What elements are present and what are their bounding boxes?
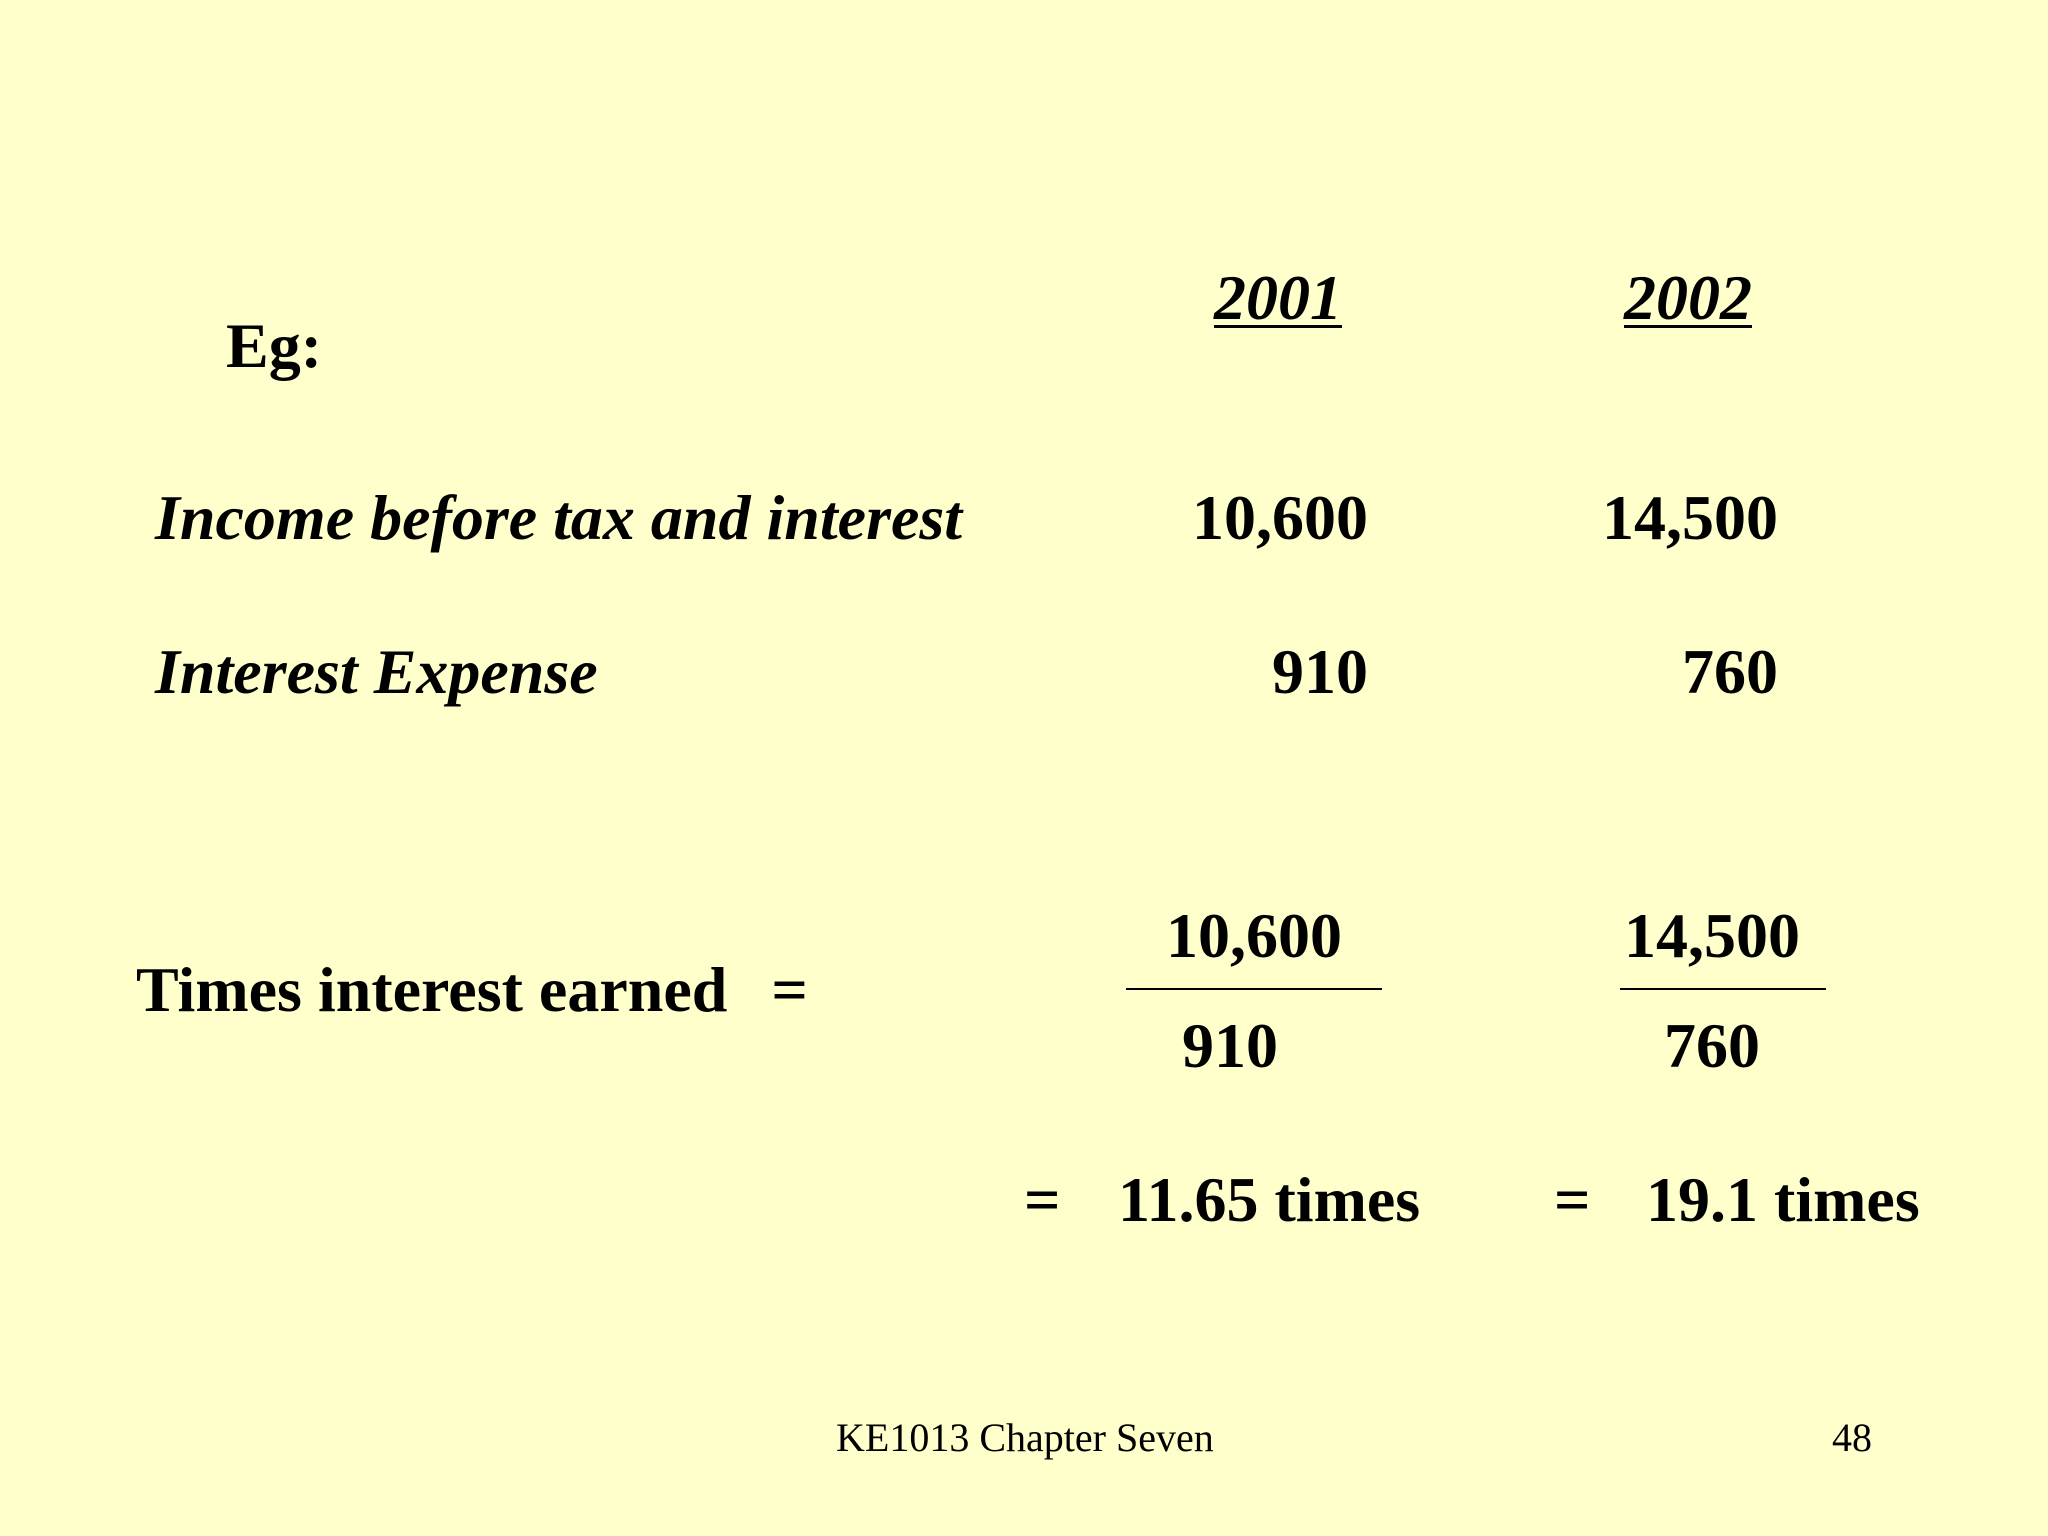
result-value-2002: 19.1 times [1646,1164,1920,1235]
fraction-numerator-2001: 10,600 [1166,900,1342,971]
fraction-denominator-2002: 760 [1664,1010,1760,1081]
row-label-interest-expense: Interest Expense [155,636,598,707]
footer-course-title: KE1013 Chapter Seven [836,1415,1214,1460]
result-equals-2002: = [1554,1164,1591,1235]
row-value-income-2002: 14,500 [1602,482,1778,553]
fraction-numerator-2002: 14,500 [1624,900,1800,971]
result-equals-2001: = [1024,1164,1061,1235]
formula-label: Times interest earned [136,954,728,1025]
fraction-bar-2001 [1126,988,1382,990]
example-label: Eg: [226,310,322,381]
fraction-denominator-2001: 910 [1182,1010,1278,1081]
row-value-interest-2001: 910 [1272,636,1368,707]
column-header-2001: 2001 [1214,262,1342,333]
column-header-2002: 2002 [1624,262,1752,333]
result-value-2001: 11.65 times [1118,1164,1421,1235]
row-label-income: Income before tax and interest [155,482,963,553]
fraction-bar-2002 [1620,988,1826,990]
formula-label-group: Times interest earned = [136,958,808,1022]
footer-page-number: 48 [1832,1415,1872,1460]
row-value-interest-2002: 760 [1682,636,1778,707]
row-value-income-2001: 10,600 [1192,482,1368,553]
formula-equals-sign: = [771,954,808,1025]
